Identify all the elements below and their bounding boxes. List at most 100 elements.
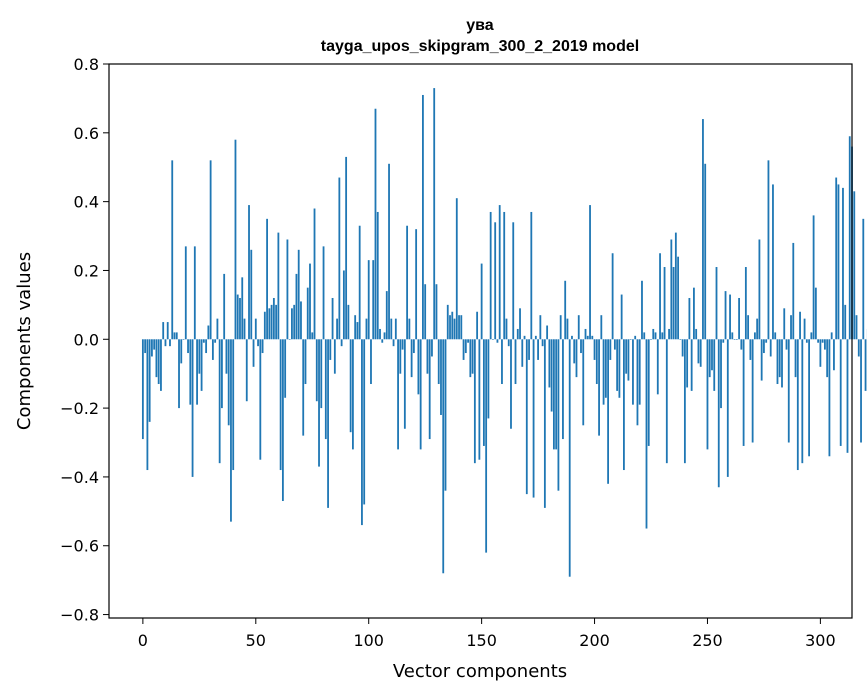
bar [828, 339, 831, 457]
bar [440, 339, 442, 415]
bar [604, 339, 607, 398]
bar [844, 304, 847, 340]
bar [234, 139, 237, 340]
bar [756, 318, 759, 340]
bar [358, 225, 361, 340]
bar [821, 339, 824, 343]
bar [589, 205, 591, 340]
bar [309, 263, 311, 340]
bar [180, 339, 183, 364]
bar [611, 253, 614, 340]
bar [643, 332, 646, 340]
bar [173, 332, 176, 340]
bar [559, 315, 562, 340]
bar [365, 318, 368, 340]
bar [311, 332, 314, 340]
bar [182, 339, 185, 340]
y-tick-label: 0.0 [74, 330, 99, 349]
bar [573, 339, 576, 364]
bar [772, 184, 774, 340]
bar [763, 339, 765, 354]
bar [162, 322, 165, 340]
bar [552, 339, 555, 450]
bar [636, 339, 639, 426]
bar [169, 339, 171, 347]
bar [794, 339, 797, 378]
bar [607, 339, 609, 484]
bar [340, 339, 343, 347]
bar [324, 339, 327, 440]
bar [408, 318, 411, 340]
y-tick-label: 0.8 [74, 55, 99, 74]
y-axis-ticks: −0.8 −0.6 −0.4 −0.2 0.0 0.2 0.4 0.6 0.8 [60, 55, 109, 625]
bar [146, 339, 149, 471]
bar [241, 277, 244, 340]
bar [602, 339, 605, 405]
bar [412, 339, 415, 354]
bar [801, 339, 804, 464]
bar [618, 339, 621, 398]
bar [733, 339, 736, 340]
bar [534, 335, 537, 340]
bar [711, 339, 713, 371]
bar [356, 322, 359, 340]
bar [713, 339, 716, 391]
bar [444, 339, 447, 491]
bar [744, 267, 747, 340]
bar [810, 332, 813, 340]
bar [331, 297, 334, 340]
bar [376, 211, 379, 340]
bar [148, 339, 151, 422]
bar [363, 339, 366, 505]
bar [783, 308, 786, 340]
y-tick-label: 0.6 [74, 124, 99, 143]
bar [473, 339, 476, 464]
bar [855, 315, 858, 340]
bar [336, 318, 338, 340]
bar [557, 339, 560, 491]
bar [485, 339, 488, 553]
bar [632, 339, 634, 405]
bar [598, 339, 600, 436]
plot-frame [108, 63, 853, 619]
bar [281, 339, 284, 502]
bar [437, 339, 440, 385]
bar [403, 339, 406, 429]
bar [729, 294, 731, 340]
bar [704, 163, 707, 340]
bar [320, 339, 323, 409]
bar [853, 191, 856, 340]
bar [381, 339, 384, 343]
bar [776, 339, 779, 385]
bar [833, 339, 835, 371]
x-tick-label: 100 [353, 631, 384, 650]
bar [785, 339, 788, 350]
bar [200, 339, 203, 391]
bar [489, 211, 492, 340]
bar [383, 332, 386, 340]
bar [731, 332, 734, 340]
bar [747, 315, 750, 340]
bar [279, 339, 282, 471]
bar [492, 339, 494, 340]
bar [650, 339, 652, 340]
bar [510, 339, 512, 429]
bar [501, 339, 503, 385]
bar [214, 339, 217, 343]
bar [207, 325, 210, 340]
bar [196, 339, 198, 405]
bar [297, 249, 300, 340]
bar [751, 339, 754, 443]
bar [372, 260, 375, 340]
bar [706, 339, 709, 450]
bar [476, 311, 479, 340]
bar [209, 160, 212, 340]
bar [582, 339, 585, 426]
bar [178, 339, 180, 409]
bar [826, 339, 829, 378]
bar [819, 339, 822, 367]
bar [374, 108, 377, 340]
bar [792, 242, 795, 340]
bar [277, 232, 280, 340]
y-tick-label: −0.8 [60, 606, 99, 625]
